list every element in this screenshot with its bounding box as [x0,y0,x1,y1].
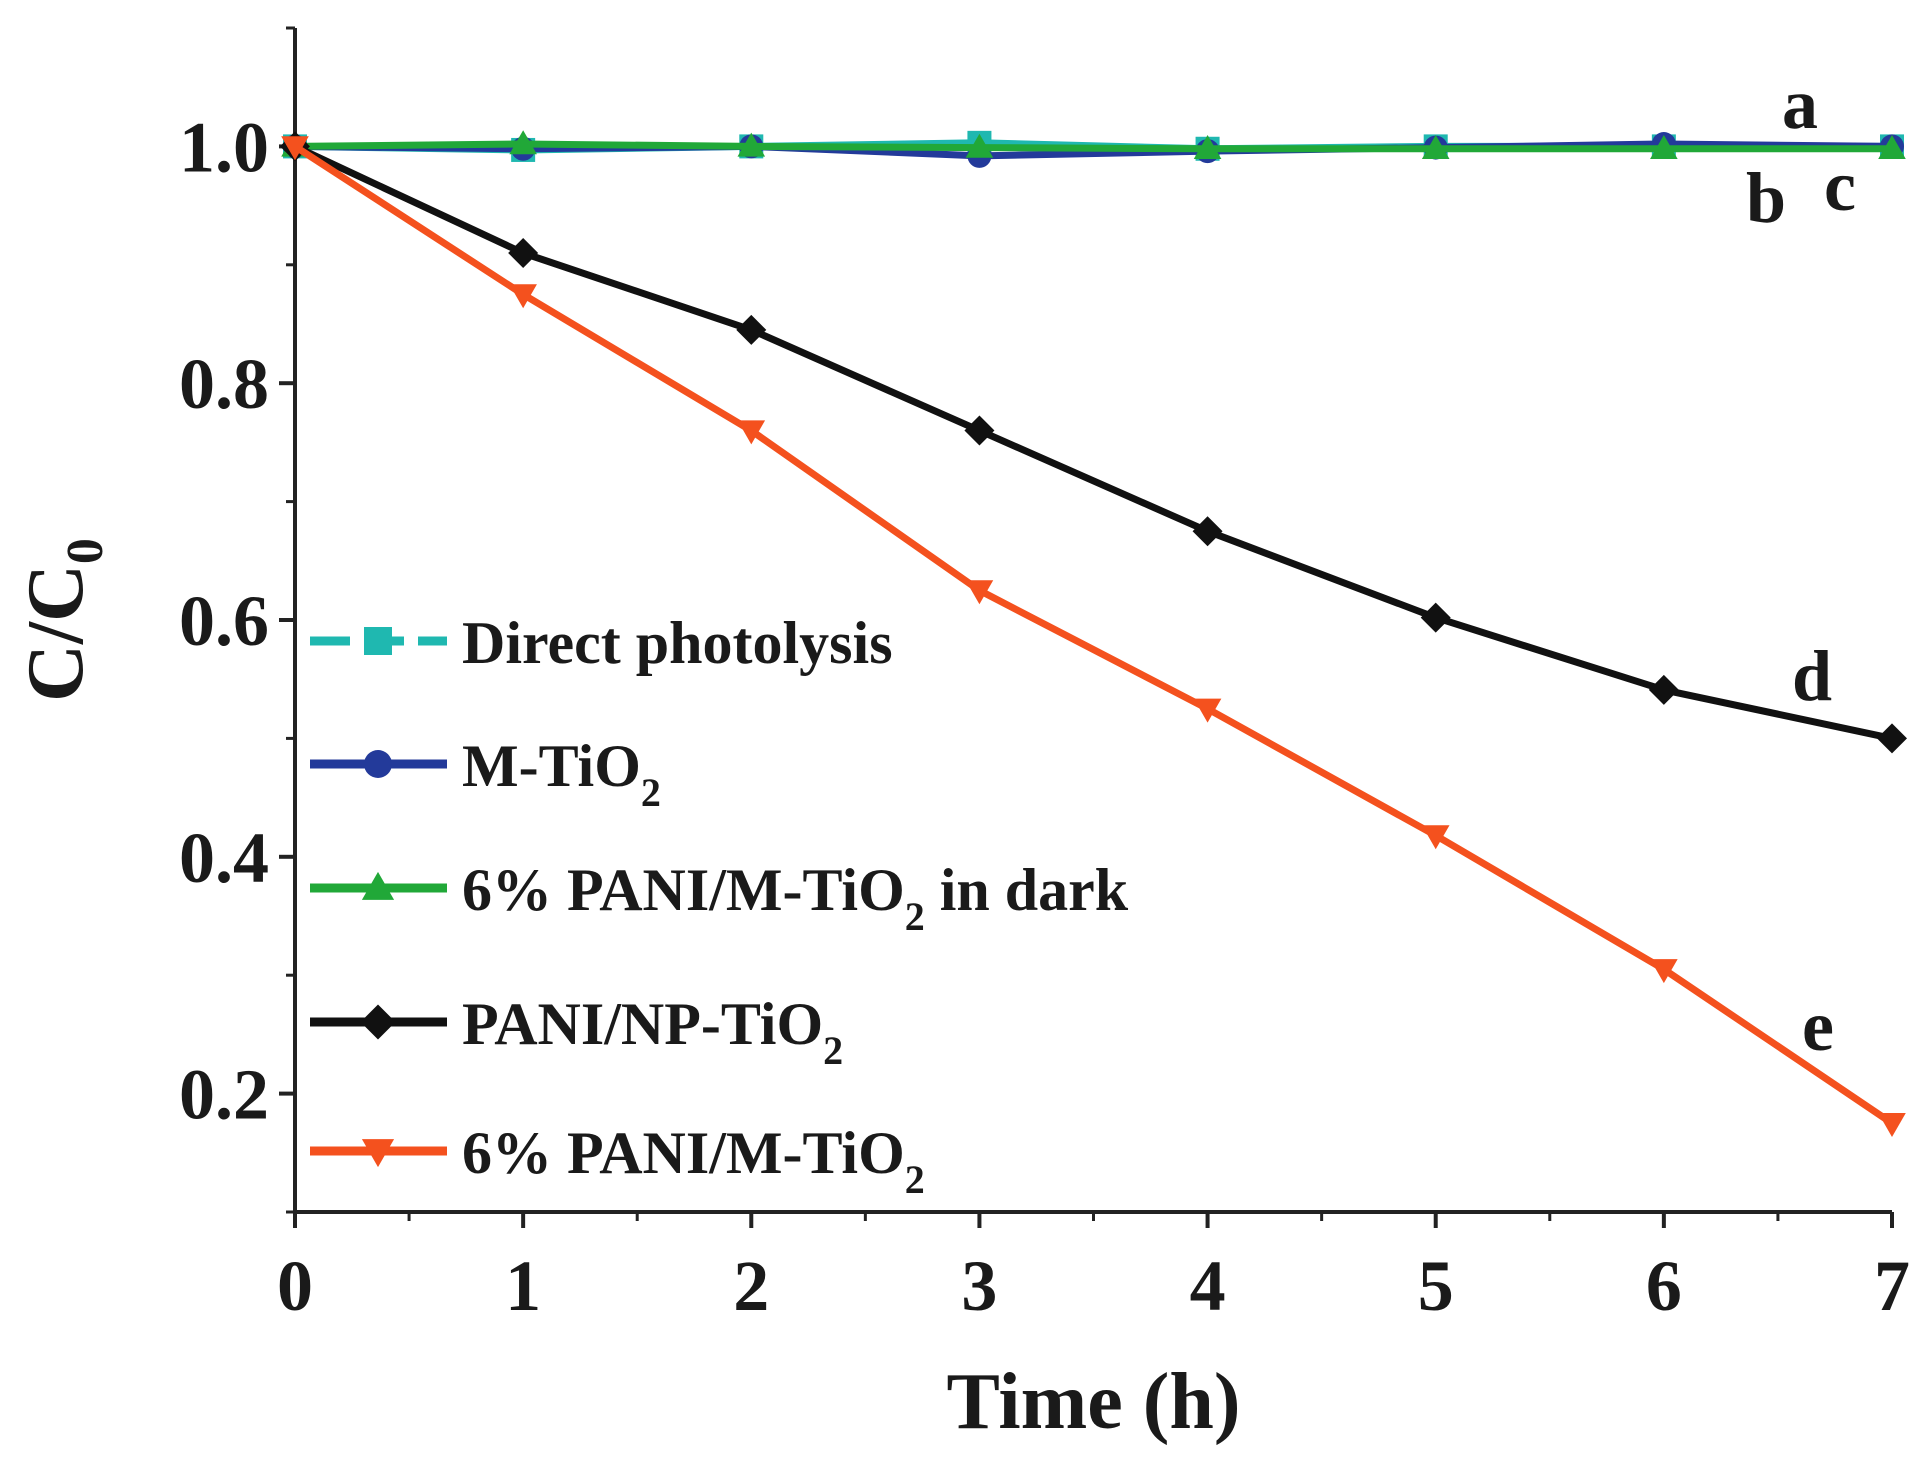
legend-label: 6% PANI/M-TiO2 in dark [462,857,1129,939]
curve-label-b: b [1746,158,1786,238]
data-point [1420,602,1451,633]
data-point [1193,698,1222,723]
legend-label-main: M-TiO [462,733,641,799]
series-5 [281,136,1906,1137]
x-tick-label: 7 [1874,1246,1910,1326]
x-tick-label: 6 [1646,1246,1682,1326]
legend-entry: 6% PANI/M-TiO2 [310,1120,925,1202]
data-point [281,136,309,161]
series-line [293,143,1894,1127]
data-point [1193,134,1222,159]
legend-label: Direct photolysis [462,610,893,676]
y-axis-title-sub: 0 [57,538,114,564]
data-point [965,580,994,605]
series-line [294,140,1893,160]
legend-label-main: Direct photolysis [462,610,893,676]
series-3 [281,130,1906,159]
y-tick-label: 0.2 [179,1055,269,1135]
legend-swatch-marker [364,627,392,655]
x-tick-label: 1 [505,1246,541,1326]
data-point [964,415,995,446]
data-point [1877,723,1907,754]
x-tick-label: 4 [1190,1246,1226,1326]
data-point [1421,825,1450,850]
data-point [1192,516,1223,547]
axis-ticks: 0 1 2 3 4 5 6 70.20.40.60.81.0 [179,26,1910,1326]
data-point [508,237,539,268]
series-line [293,143,1893,742]
legend-label-sub: 2 [641,770,661,815]
data-point [1650,959,1678,984]
data-point [1650,134,1678,159]
legend-label-sub: 2 [823,1028,843,1073]
legend-swatch-marker [364,750,392,778]
data-point [737,420,766,445]
data-point [1878,1113,1906,1137]
y-tick-label: 0.8 [179,344,269,424]
legend-label-sub: 2 [905,894,925,939]
legend-label-tail: in dark [925,857,1129,923]
series-line [294,140,1892,153]
data-point [509,130,537,155]
data-point [509,284,537,309]
y-axis-title: C/C0 [12,538,114,702]
data-point [737,132,766,157]
axis-titles: Time (h) C/C0 [12,538,1241,1446]
data-point [1878,134,1906,159]
curve-label-a: a [1782,64,1818,144]
legend-entry: M-TiO2 [310,733,661,815]
y-tick-label: 0.6 [179,581,269,661]
data-point [1421,134,1450,159]
legend-swatch-marker [360,1004,396,1040]
legend-label: 6% PANI/M-TiO2 [462,1120,925,1202]
legend-label: PANI/NP-TiO2 [462,991,843,1073]
legend-swatch-marker [361,1139,395,1168]
data-point [965,133,994,158]
legend-entry: PANI/NP-TiO2 [310,991,843,1073]
data-point [736,314,767,345]
legend-label-sub: 2 [905,1157,925,1202]
legend-label-main: 6% PANI/M-TiO [462,857,905,923]
y-tick-label: 0.4 [179,818,269,898]
y-axis-title-group: C/C0 [12,538,114,702]
curve-label-c: c [1824,146,1856,226]
y-axis-title-main: C/C [12,564,100,702]
data-point [1648,674,1679,705]
legend-swatch-marker [361,871,395,900]
y-tick-label: 1.0 [179,107,269,187]
x-tick-label: 5 [1418,1246,1454,1326]
x-tick-label: 3 [961,1246,997,1326]
legend-label: M-TiO2 [462,733,661,815]
x-tick-label: 0 [277,1246,313,1326]
x-tick-label: 2 [733,1246,769,1326]
legend-label-main: PANI/NP-TiO [462,991,823,1057]
curve-label-e: e [1802,986,1834,1066]
legend-entry: 6% PANI/M-TiO2 in dark [310,857,1129,939]
legend-entry: Direct photolysis [310,610,893,676]
legend-label-main: 6% PANI/M-TiO [462,1120,905,1186]
x-axis-title: Time (h) [946,1358,1240,1446]
curve-label-d: d [1792,636,1832,716]
series-layer [280,130,1907,1137]
curve-labels: ab c d e [1746,64,1856,1066]
